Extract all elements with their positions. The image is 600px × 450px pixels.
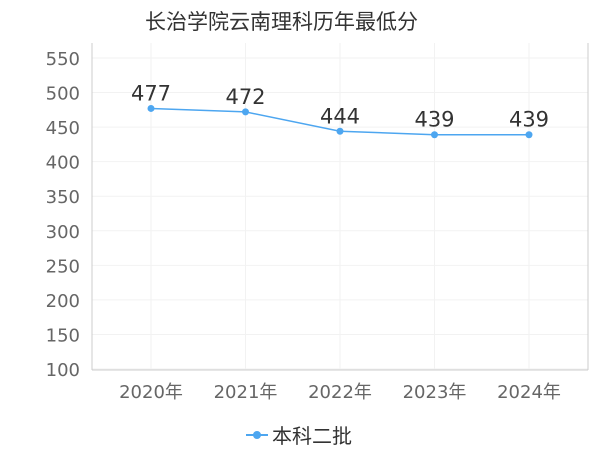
data-point[interactable] bbox=[242, 108, 249, 116]
x-tick-label: 2024年 bbox=[497, 382, 561, 403]
y-tick-label: 200 bbox=[46, 291, 80, 312]
x-tick-label: 2020年 bbox=[119, 382, 183, 403]
data-label: 439 bbox=[509, 108, 549, 132]
y-tick-label: 450 bbox=[46, 118, 80, 139]
y-tick-label: 250 bbox=[46, 256, 80, 277]
data-label: 472 bbox=[225, 85, 265, 109]
data-point[interactable] bbox=[431, 131, 438, 139]
x-tick-label: 2021年 bbox=[214, 382, 278, 403]
data-point[interactable] bbox=[147, 104, 155, 112]
data-label: 444 bbox=[320, 104, 360, 128]
y-tick-label: 500 bbox=[46, 84, 80, 105]
x-tick-label: 2022年 bbox=[308, 382, 372, 403]
legend-line-marker-icon bbox=[246, 428, 268, 442]
data-point[interactable] bbox=[336, 127, 344, 135]
data-point[interactable] bbox=[525, 131, 533, 139]
y-tick-label: 400 bbox=[46, 153, 80, 174]
y-tick-label: 300 bbox=[46, 222, 80, 243]
data-label: 477 bbox=[131, 81, 171, 105]
chart-title: 长治学院云南理科历年最低分 bbox=[145, 10, 418, 34]
legend[interactable]: 本科二批 bbox=[246, 420, 352, 449]
y-tick-label: 550 bbox=[46, 49, 80, 70]
legend-label: 本科二批 bbox=[272, 424, 352, 448]
x-tick-label: 2023年 bbox=[403, 382, 467, 403]
y-tick-label: 150 bbox=[46, 325, 80, 346]
data-label: 439 bbox=[414, 108, 454, 132]
y-tick-label: 350 bbox=[46, 187, 80, 208]
y-tick-label: 100 bbox=[46, 360, 80, 381]
